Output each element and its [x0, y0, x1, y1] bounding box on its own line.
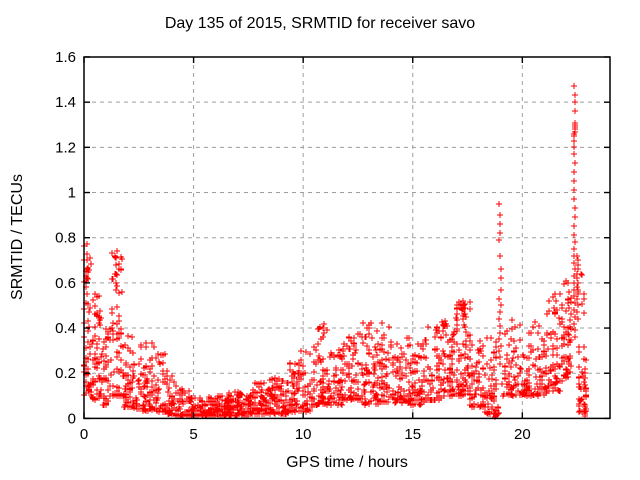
y-tick-label: 1.4 [55, 94, 76, 111]
y-tick-label: 1.2 [55, 139, 76, 156]
plot-area: 0 5 10 15 20 0 0.2 0.4 0.6 0.8 1 1.2 1.4 1.6 [55, 49, 611, 443]
y-tick-label: 0 [68, 410, 76, 427]
x-axis-title: GPS time / hours [286, 454, 408, 471]
y-tick-label: 0.8 [55, 230, 76, 247]
y-tick-label: 0.6 [55, 275, 76, 292]
y-axis-title: SRMTID / TECUs [9, 174, 26, 300]
x-tick-label: 20 [514, 426, 531, 443]
y-tick-label: 0.4 [55, 320, 76, 337]
chart-title: Day 135 of 2015, SRMTID for receiver sav… [165, 15, 475, 32]
x-tick-label: 15 [404, 426, 421, 443]
x-tick-label: 0 [80, 426, 88, 443]
x-tick-label: 10 [295, 426, 312, 443]
data-points [81, 83, 589, 420]
y-tick-label: 0.2 [55, 365, 76, 382]
x-tick-label: 5 [189, 426, 197, 443]
y-tick-label: 1.6 [55, 49, 76, 66]
plot-border [83, 56, 611, 420]
y-tick-label: 1 [68, 185, 76, 202]
